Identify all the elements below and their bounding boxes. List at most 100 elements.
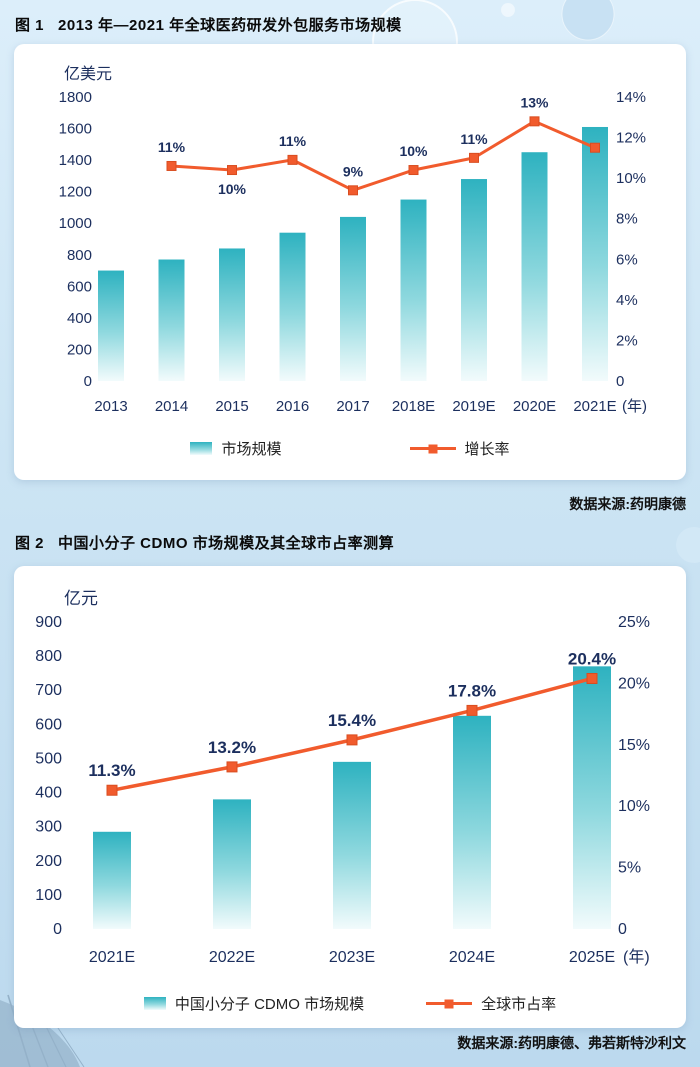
left-axis-tick-label: 200 [67,341,92,358]
x-axis-unit-suffix: (年) [622,398,647,415]
point-label: 11% [279,133,307,149]
line-marker [408,165,419,176]
line-marker [166,160,177,171]
right-axis-tick-label: 4% [616,292,638,309]
bar-2015 [219,248,245,381]
left-axis-tick-label: 800 [35,648,62,665]
bar-2016 [279,232,306,381]
bar-swatch-icon [143,997,166,1010]
line-marker [590,142,600,153]
figure-2-label: 图 2 [15,535,45,552]
left-axis-tick-label: 200 [35,853,62,870]
figure-1-title: 图 1 2013 年—2021 年全球医药研发外包服务市场规模 [15,14,402,35]
legend-item-growth-rate: 增长率 [409,438,510,459]
right-axis-tick-label: 2% [616,332,638,349]
figure-2-title-text: 中国小分子 CDMO 市场规模及其全球市占率测算 [58,535,395,552]
unit-label: 亿元 [64,589,98,608]
left-axis-tick-label: 400 [35,785,62,802]
figure-2-chart-canvas: 亿元 0 100 200 300 400 500 600 700 800 900 0 5% 10% 15% 2… [35,589,650,966]
line-marker [469,152,479,163]
point-label: 17.8% [448,681,496,700]
left-axis-tick-label: 700 [35,682,62,699]
bar-2024E [453,715,491,929]
point-label: 11.3% [88,761,135,780]
figure-2-panel: 亿元 0 100 200 300 400 500 600 700 800 900 0 5% 10% 15% 2… [14,566,686,1028]
right-axis-tick-label: 12% [616,130,646,147]
right-axis-tick-label: 15% [618,737,650,754]
figure-1-source: 数据来源:药明康德 [569,496,686,512]
left-axis-tick-label: 0 [84,373,92,390]
figure-1-legend: 市场规模 增长率 [14,438,686,459]
bar-2014 [158,259,185,381]
figure-2-source: 数据来源:药明康德、弗若斯特沙利文 [457,1035,686,1051]
bar-swatch-icon [190,442,213,455]
bar-2023E [333,761,371,929]
x-axis-label: 2019E [452,398,495,415]
left-axis-tick-label: 0 [53,921,62,938]
legend-item-cdmo-market-size: 中国小分子 CDMO 市场规模 [143,993,365,1014]
left-axis-tick-label: 500 [35,750,62,767]
x-axis-label: 2022E [209,949,255,966]
unit-label: 亿美元 [64,65,112,83]
right-axis-tick-label: 5% [618,860,641,877]
x-axis-label: 2021E [573,398,616,415]
legend-item-global-share: 全球市占率 [426,993,556,1014]
right-axis-tick-label: 6% [616,251,638,268]
point-label: 11% [460,131,488,147]
figure-1-title-text: 2013 年—2021 年全球医药研发外包服务市场规模 [58,17,402,34]
right-axis-tick-label: 10% [618,798,650,815]
bar-2025E [573,666,611,929]
line-marker-icon [428,444,437,453]
bubble [501,3,515,17]
x-axis-label: 2021E [89,949,135,966]
legend-item-market-size: 市场规模 [190,438,282,459]
x-axis-label: 2025E [569,949,615,966]
line-marker [287,154,298,165]
bar-2021E [582,126,608,381]
x-axis-label: 2017 [336,398,369,415]
line-marker [586,672,598,684]
legend-label: 增长率 [464,441,510,458]
right-axis-tick-label: 20% [618,675,650,692]
point-label: 20.4% [568,649,616,668]
x-axis-unit-suffix: (年) [623,948,650,966]
line-marker [466,704,478,716]
line-swatch-icon [409,444,456,453]
right-axis-tick-label: 25% [618,614,650,631]
point-label: 10% [218,181,247,197]
point-label: 13.2% [208,738,256,757]
left-axis-tick-label: 1000 [59,215,92,232]
x-axis-label: 2020E [513,398,556,415]
x-axis-label: 2013 [94,398,127,415]
left-axis-tick-label: 400 [67,310,92,327]
bar-2020E [521,152,548,381]
line-marker [348,185,358,196]
x-axis-label: 2015 [215,398,248,415]
line-marker [106,784,118,796]
bar-2019E [461,179,487,381]
figure-2-legend: 中国小分子 CDMO 市场规模 全球市占率 [14,993,686,1014]
line-marker [529,116,540,127]
bar-2022E [213,799,251,929]
x-axis-label: 2014 [155,398,188,415]
x-axis-label: 2023E [329,949,375,966]
bar-2017 [340,216,366,381]
line-marker [226,761,238,773]
point-label: 15.4% [328,711,376,730]
point-label: 13% [520,94,549,110]
point-label: 10% [399,143,428,159]
growth-line [170,119,597,192]
figure-2-title: 图 2 中国小分子 CDMO 市场规模及其全球市占率测算 [15,532,394,553]
figure-1-label: 图 1 [15,17,45,34]
right-axis-tick-label: 0 [616,373,624,390]
legend-label: 中国小分子 CDMO 市场规模 [174,996,365,1013]
left-axis-tick-label: 1800 [59,89,92,106]
right-axis-tick-label: 10% [616,170,646,187]
point-label: 9% [343,163,364,179]
line-swatch-icon [426,999,473,1008]
x-axis-label: 2016 [276,398,309,415]
left-axis-tick-label: 300 [35,819,62,836]
left-axis-tick-label: 600 [67,278,92,295]
line-marker [227,165,237,176]
